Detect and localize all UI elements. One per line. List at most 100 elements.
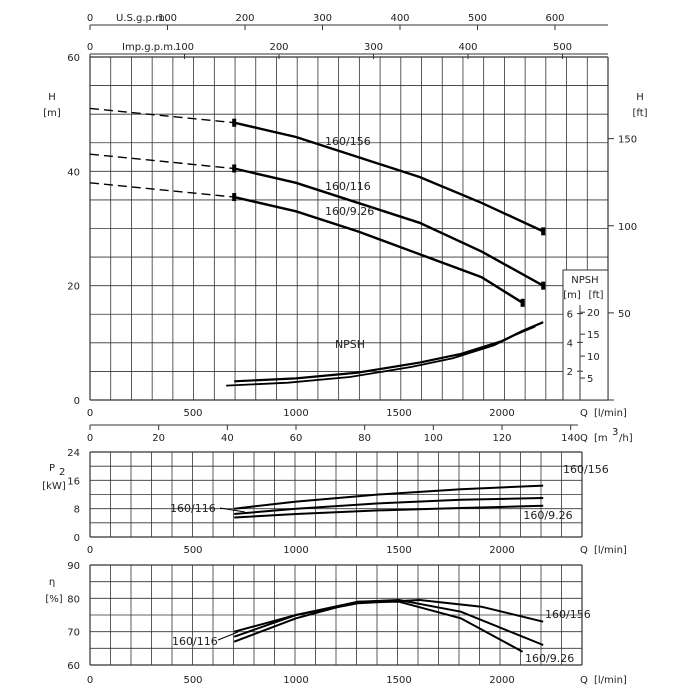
power-x-tick-label: 1000	[283, 545, 308, 556]
power-y-tick-label: 16	[67, 476, 80, 487]
power-y-axis-label: P	[49, 463, 55, 474]
x-tick-label: 1000	[283, 408, 308, 419]
curve-160-156	[233, 121, 544, 233]
efficiency-x-tick-label: 2000	[489, 675, 514, 686]
npsh-left-tick-label: 4	[567, 338, 573, 349]
x2-tick-label: 100	[424, 433, 443, 444]
power-x-axis-label: Q	[580, 545, 588, 556]
power-x-tick-label: 2000	[489, 545, 514, 556]
x2-axis-label: Q	[580, 433, 588, 444]
x-tick-label: 1500	[386, 408, 411, 419]
efficiency-y-tick-label: 80	[67, 594, 80, 605]
y-axis-label: H	[48, 92, 56, 103]
efficiency-chart-panel: 60 70 80 90 η [%] 0 500 1000 1500 2000 Q [l/min] 160/…	[45, 561, 627, 686]
efficiency-x-tick-label: 1500	[386, 675, 411, 686]
x2-tick-label: 120	[492, 433, 511, 444]
top-axis-1-tick-label: 300	[364, 42, 383, 53]
top-axis-1-tick-label: 500	[553, 42, 572, 53]
curve-160-9-26-dashed	[89, 182, 235, 198]
npsh-inset-left-unit: [m]	[563, 290, 581, 301]
top-axis-0-tick-label: 500	[468, 13, 487, 24]
top-axis-0-tick-label: 100	[158, 13, 177, 24]
efficiency-x-axis-label: Q	[580, 675, 588, 686]
power-curve-160-156	[234, 484, 544, 510]
curve-160-9-26-label: 160/9.26	[325, 205, 374, 218]
curve-160-9-26-marker	[520, 298, 525, 307]
top-axis-0-tick-label: 300	[313, 13, 332, 24]
y-tick-label: 40	[67, 167, 80, 178]
power-label-leader	[219, 507, 246, 513]
x2-tick-label: 80	[358, 433, 371, 444]
curve-160-156-marker	[232, 118, 237, 127]
power-x-tick-label: 0	[87, 545, 93, 556]
curve-160-156-label: 160/156	[325, 135, 371, 148]
efficiency-y-tick-label: 90	[67, 561, 80, 572]
efficiency-y-axis-unit: [%]	[45, 594, 62, 605]
top-axis-0-tick-label: 0	[87, 13, 93, 24]
power-chart-panel: 0 8 16 24 P 2 [kW] 0 500 1000 1500 2000 Q [l/min] 160/…	[42, 448, 627, 556]
y-axis-unit: [m]	[43, 108, 61, 119]
npsh-inset-box	[562, 269, 609, 401]
efficiency-x-tick-label: 500	[183, 675, 202, 686]
efficiency-x-axis-unit: [l/min]	[594, 675, 627, 686]
efficiency-x-tick-label: 0	[87, 675, 93, 686]
top-axis-1-tick-label: 400	[458, 42, 477, 53]
efficiency-y-axis-label: η	[49, 577, 55, 588]
y2-axis-label: H	[636, 92, 644, 103]
power-curve-160-9-26	[234, 504, 544, 519]
npsh-inset-right-unit: [ft]	[588, 290, 603, 301]
curve-160-116-dashed	[89, 153, 235, 170]
npsh-right-tick-label: 15	[587, 330, 600, 341]
power-x-tick-label: 500	[183, 545, 202, 556]
efficiency-curve-160-116-label: 160/116	[172, 635, 218, 648]
efficiency-curve-160-9-26	[233, 600, 524, 653]
curve-160-116-marker	[541, 281, 546, 290]
x-tick-label: 0	[87, 408, 93, 419]
power-curve-160-9-26-label: 160/9.26	[523, 509, 572, 522]
x2-tick-label: 40	[221, 433, 234, 444]
y2-tick-label: 100	[618, 222, 637, 233]
x2-tick-label: 20	[152, 433, 165, 444]
curve-160-156-dashed	[89, 107, 235, 124]
x2-tick-label: 60	[290, 433, 303, 444]
curve-160-9-26	[233, 195, 524, 304]
npsh-curve-label: NPSH	[335, 338, 365, 351]
power-y-axis-label-subscript: 2	[59, 467, 65, 478]
y-tick-label: 60	[67, 53, 80, 64]
curve-160-9-26-marker	[232, 193, 237, 202]
npsh-curve	[234, 321, 544, 383]
y2-tick-label: 50	[618, 309, 631, 320]
power-x-axis-unit: [l/min]	[594, 545, 627, 556]
npsh-left-tick-label: 6	[567, 310, 573, 321]
x-tick-label: 500	[183, 408, 202, 419]
curve-160-116-marker	[232, 164, 237, 173]
efficiency-curve-160-156-label: 160/156	[545, 608, 591, 621]
npsh-curve-secondary	[226, 325, 536, 387]
power-y-tick-label: 24	[67, 448, 80, 459]
power-x-tick-label: 1500	[386, 545, 411, 556]
npsh-right-tick-label: 20	[587, 308, 600, 319]
x2-tick-label: 140	[561, 433, 580, 444]
top-axis-0-tick-label: 400	[390, 13, 409, 24]
curve-160-116-label: 160/116	[325, 180, 371, 193]
y-tick-label: 20	[67, 282, 80, 293]
npsh-right-tick-label: 10	[587, 352, 600, 363]
y-tick-label: 0	[74, 396, 80, 407]
power-y-tick-label: 8	[74, 505, 80, 516]
npsh-inset-title: NPSH	[571, 275, 598, 286]
npsh-left-tick-label: 2	[567, 367, 573, 378]
x2-axis-unit-superscript: 3	[612, 427, 618, 438]
power-curve-160-116-label: 160/116	[170, 502, 216, 515]
power-y-tick-label: 0	[74, 533, 80, 544]
power-y-axis-unit: [kW]	[42, 481, 66, 492]
power-curve-160-156-label: 160/156	[563, 463, 609, 476]
top-axis-1-tick-label: 0	[87, 42, 93, 53]
npsh-right-tick-label: 5	[587, 374, 593, 385]
efficiency-x-tick-label: 1000	[283, 675, 308, 686]
top-axis-0-tick-label: 600	[545, 13, 564, 24]
x2-tick-label: 0	[87, 433, 93, 444]
x2-axis-unit: [m	[594, 433, 608, 444]
power-curve-160-116	[234, 497, 544, 515]
